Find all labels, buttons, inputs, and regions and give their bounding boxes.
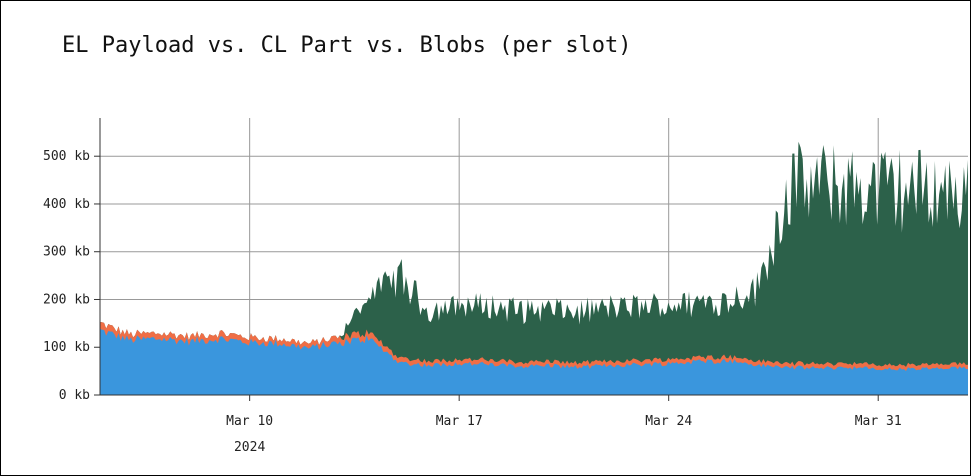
- series-area-3: [100, 141, 968, 395]
- y-tick-label: 100 kb: [43, 340, 90, 355]
- y-tick-label: 0 kb: [59, 388, 90, 403]
- x-tick-year-label: 2024: [234, 440, 265, 455]
- x-tick-label: Mar 10: [226, 414, 273, 429]
- y-tick-label: 300 kb: [43, 245, 90, 260]
- x-tick-label: Mar 31: [855, 414, 902, 429]
- y-tick-labels: 0 kb 100 kb 200 kb 300 kb 400 kb 500 kb: [43, 149, 90, 403]
- x-tick-label: Mar 24: [645, 414, 692, 429]
- series-areas: [100, 141, 968, 395]
- axes: [94, 118, 968, 401]
- x-tick-label: Mar 17: [436, 414, 483, 429]
- y-tick-label: 400 kb: [43, 197, 90, 212]
- x-tick-labels: Mar 10 2024 Mar 17 Mar 24 Mar 31: [226, 414, 902, 455]
- series-area-1: [100, 328, 968, 395]
- y-tick-label: 500 kb: [43, 149, 90, 164]
- chart-title: EL Payload vs. CL Part vs. Blobs (per sl…: [62, 33, 632, 58]
- y-tick-label: 200 kb: [43, 292, 90, 307]
